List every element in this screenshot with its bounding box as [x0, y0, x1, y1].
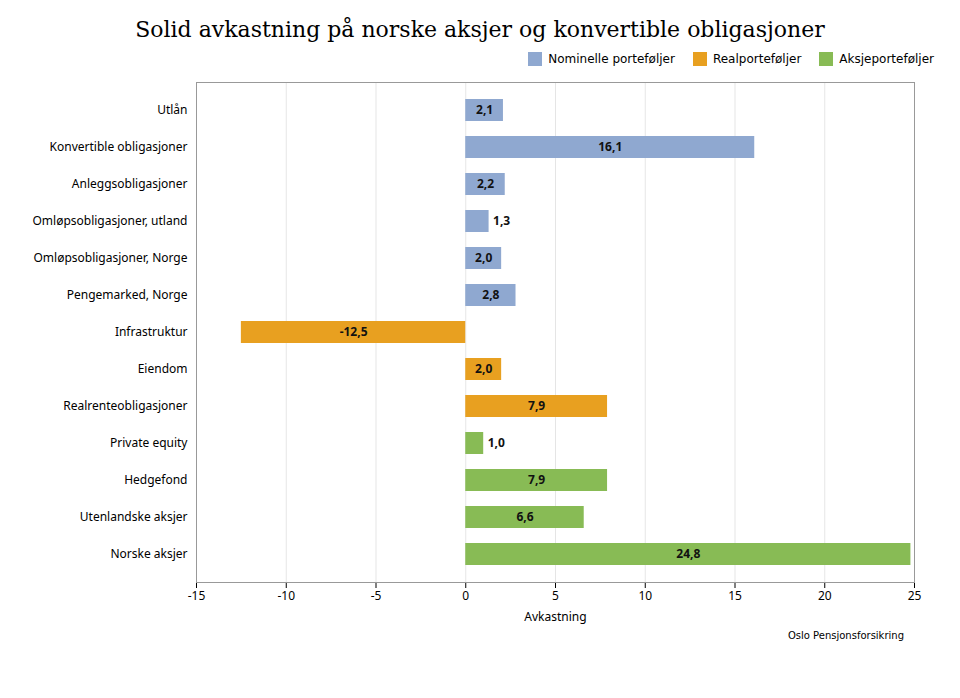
svg-text:25: 25 — [908, 587, 922, 604]
svg-text:Eiendom: Eiendom — [138, 360, 188, 377]
svg-text:1,3: 1,3 — [493, 212, 510, 229]
svg-text:2,8: 2,8 — [482, 286, 499, 303]
svg-text:2,0: 2,0 — [475, 360, 492, 377]
svg-text:2,1: 2,1 — [476, 101, 493, 118]
svg-text:Utenlandske aksjer: Utenlandske aksjer — [80, 508, 188, 525]
html-text:Nominelle porteføljer: Nominelle porteføljer — [548, 51, 675, 66]
svg-text:15: 15 — [728, 587, 742, 604]
svg-text:20: 20 — [818, 587, 832, 604]
html-text:Solid avkastning på norske aks: Solid avkastning på norske aksjer og kon… — [135, 17, 825, 42]
svg-text:6,6: 6,6 — [516, 508, 533, 525]
html-text:Aksjeporteføljer: Aksjeporteføljer — [839, 51, 934, 66]
svg-text:Private equity: Private equity — [110, 434, 188, 451]
svg-text:16,1: 16,1 — [598, 138, 622, 155]
svg-text:7,9: 7,9 — [528, 397, 545, 414]
svg-text:-5: -5 — [371, 587, 382, 604]
svg-text:Konvertible obligasjoner: Konvertible obligasjoner — [50, 138, 188, 155]
svg-text:Realrenteobligasjoner: Realrenteobligasjoner — [63, 397, 187, 414]
svg-text:Norske aksjer: Norske aksjer — [110, 545, 187, 562]
svg-text:Avkastning: Avkastning — [524, 607, 586, 624]
svg-text:1,0: 1,0 — [488, 434, 505, 451]
svg-text:24,8: 24,8 — [676, 545, 700, 562]
html-text:Oslo Pensjonsforsikring: Oslo Pensjonsforsikring — [787, 629, 904, 641]
svg-text:0: 0 — [462, 587, 469, 604]
svg-text:5: 5 — [552, 587, 559, 604]
svg-text:Omløpsobligasjoner, utland: Omløpsobligasjoner, utland — [32, 212, 187, 229]
svg-text:Omløpsobligasjoner, Norge: Omløpsobligasjoner, Norge — [33, 249, 187, 266]
svg-text:Infrastruktur: Infrastruktur — [115, 323, 188, 340]
svg-text:-15: -15 — [188, 587, 206, 604]
svg-text:7,9: 7,9 — [528, 471, 545, 488]
svg-text:-10: -10 — [277, 587, 295, 604]
svg-text:10: 10 — [638, 587, 652, 604]
svg-text:Hedgefond: Hedgefond — [124, 471, 187, 488]
svg-text:Anleggsobligasjoner: Anleggsobligasjoner — [72, 175, 188, 192]
svg-text:-12,5: -12,5 — [340, 323, 368, 340]
svg-text:2,2: 2,2 — [477, 175, 494, 192]
svg-text:2,0: 2,0 — [475, 249, 492, 266]
html-text:Realporteføljer: Realporteføljer — [712, 51, 802, 66]
svg-text:Utlån: Utlån — [157, 101, 187, 118]
svg-text:Pengemarked, Norge: Pengemarked, Norge — [67, 286, 188, 303]
